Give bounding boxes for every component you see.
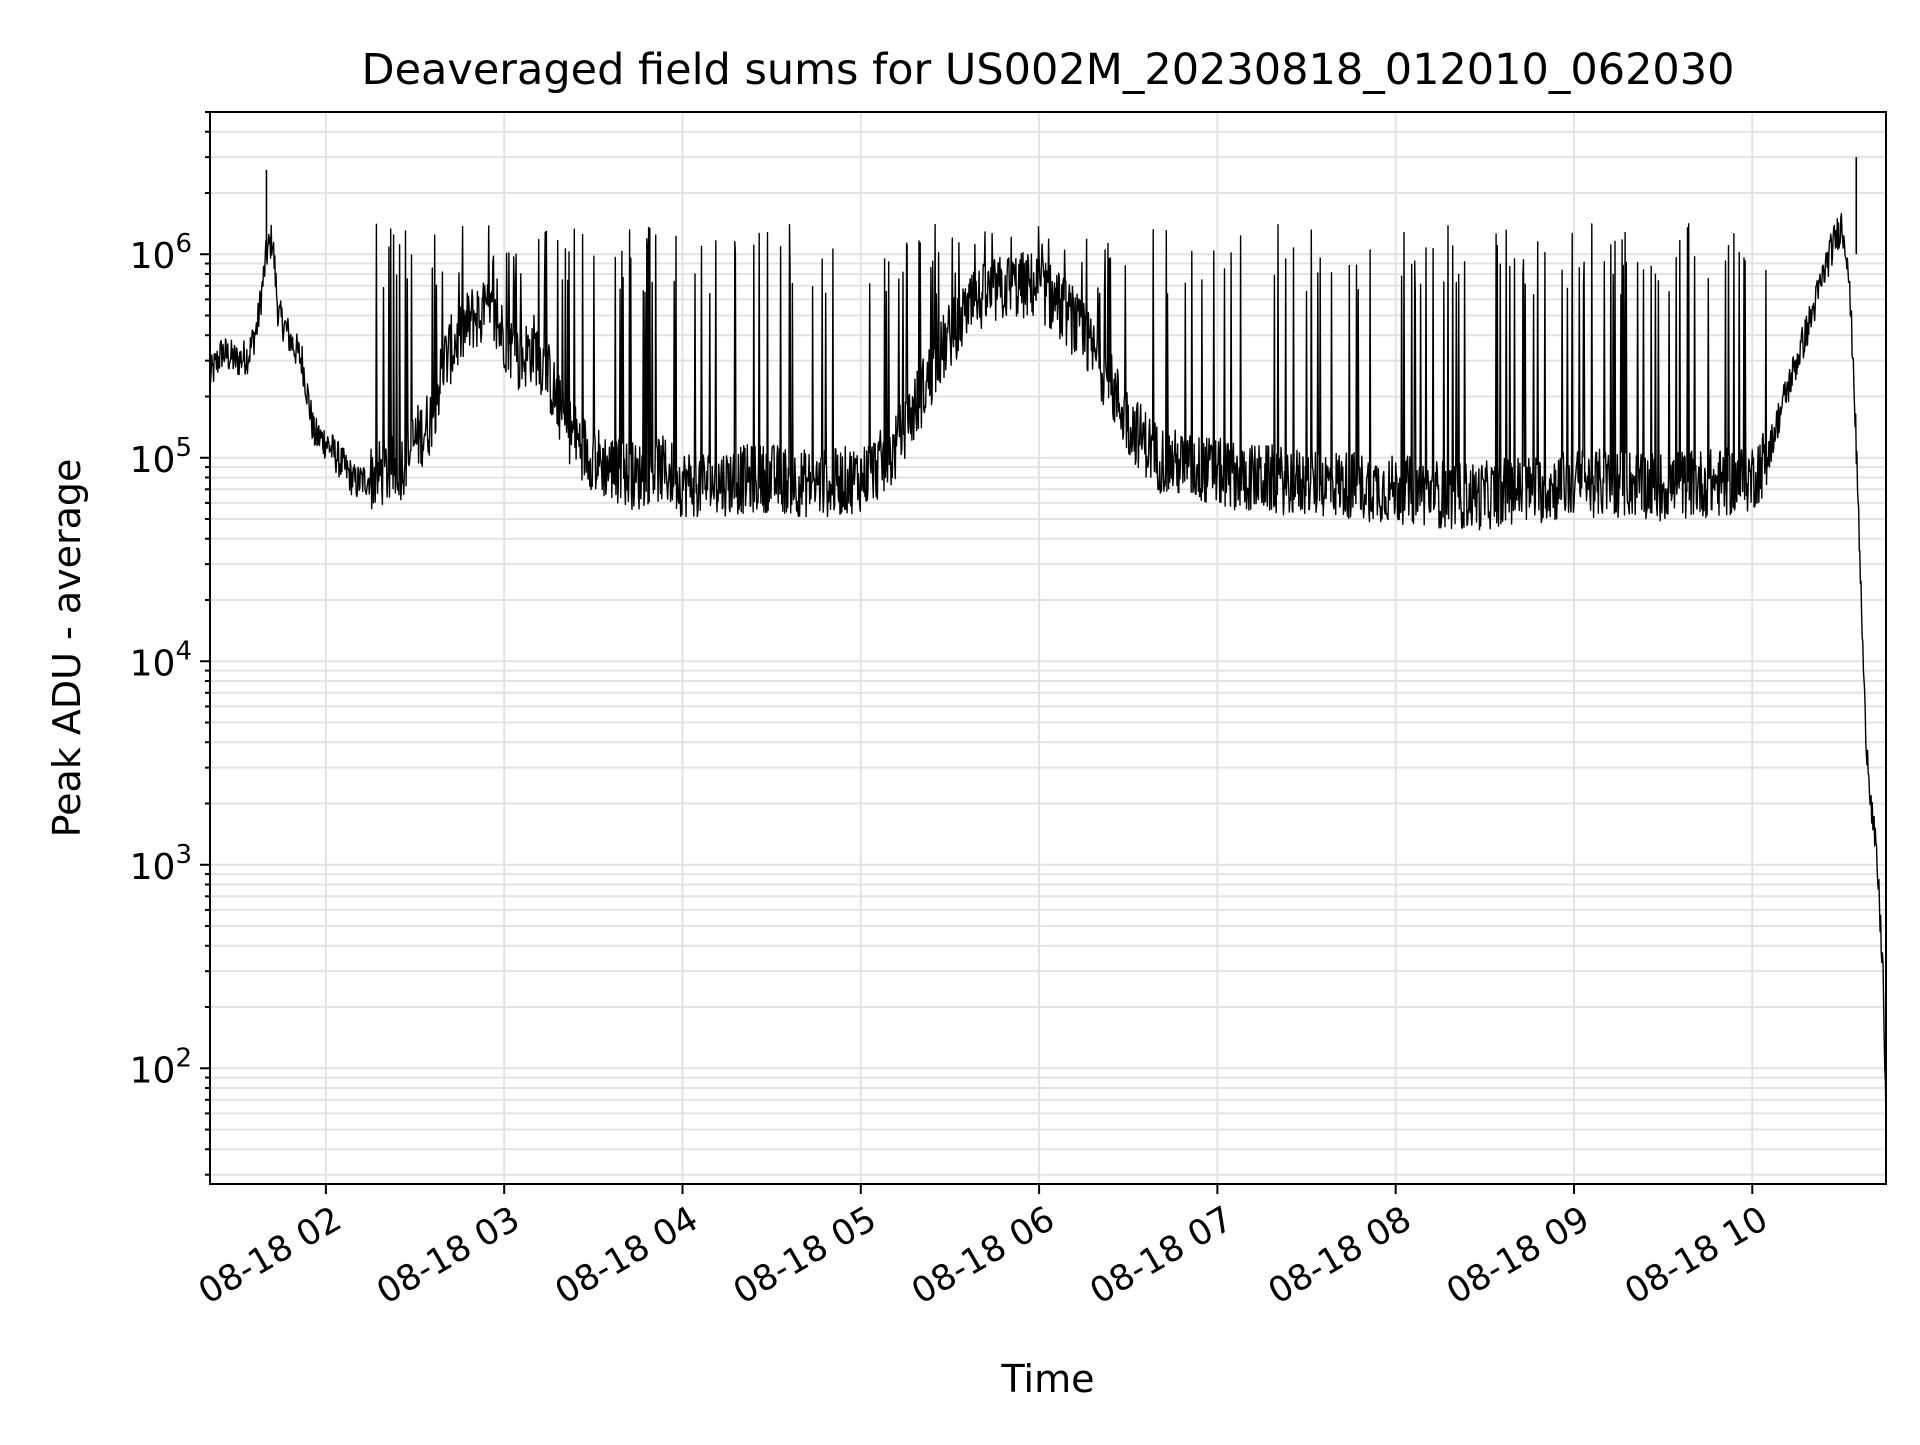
y-tick-label: 106 (130, 229, 192, 277)
y-tick-label: 102 (130, 1043, 192, 1091)
y-tick-exponent: 5 (175, 433, 192, 463)
y-tick-label: 103 (130, 840, 192, 888)
y-tick-label: 105 (130, 433, 192, 481)
line-layer (209, 157, 1887, 1130)
y-axis-label: Peak ADU - average (45, 459, 89, 838)
y-tick-base: 10 (130, 643, 176, 684)
y-tick-base: 10 (130, 236, 176, 277)
y-tick-base: 10 (130, 1050, 176, 1091)
x-axis-label: Time (1001, 1357, 1095, 1401)
y-tick-exponent: 6 (175, 229, 192, 259)
y-tick-base: 10 (130, 440, 176, 481)
y-tick-exponent: 4 (175, 636, 192, 666)
series-line (209, 212, 1887, 1130)
y-tick-base: 10 (130, 847, 176, 888)
y-tick-exponent: 3 (175, 840, 192, 870)
y-tick-exponent: 2 (175, 1043, 192, 1073)
plot-frame (209, 111, 1887, 1185)
chart-title: Deaveraged field sums for US002M_2023081… (361, 45, 1734, 95)
y-tick-label: 104 (130, 636, 192, 684)
grid-layer (210, 111, 1886, 1184)
